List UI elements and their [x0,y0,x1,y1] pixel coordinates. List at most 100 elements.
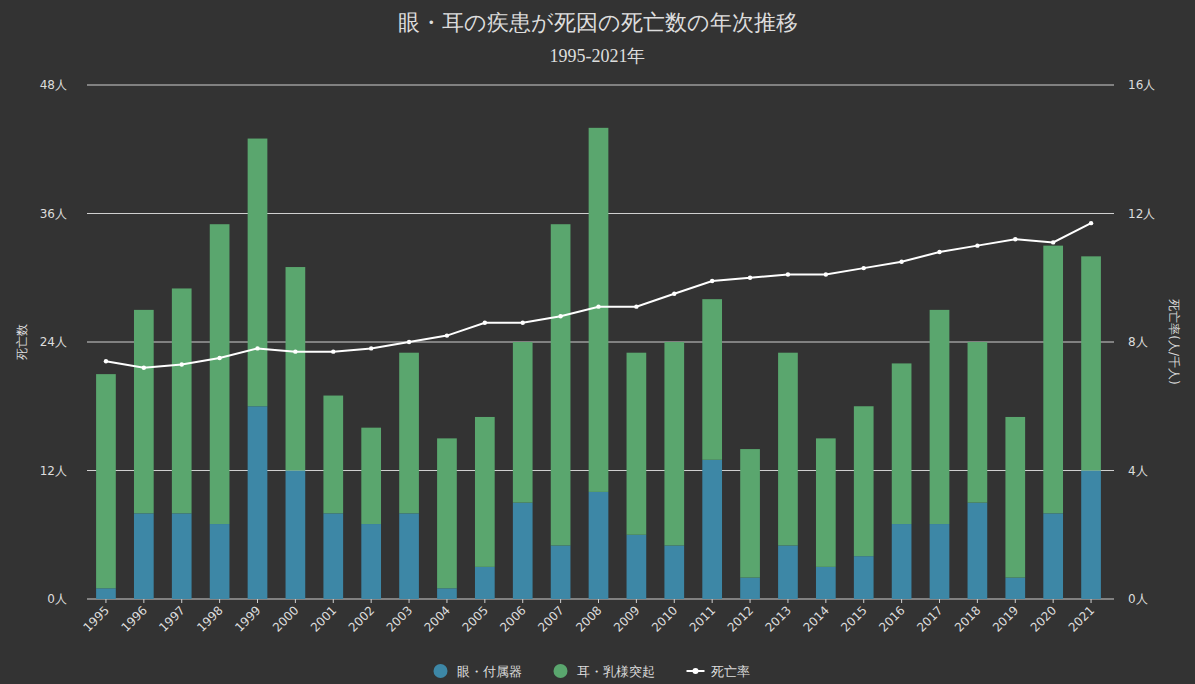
bar [816,567,836,599]
x-tick-label: 2014 [800,603,831,634]
bar [702,299,722,460]
x-tick-label: 2021 [1066,603,1097,634]
x-tick [181,599,182,603]
bar [134,513,154,599]
legend-symbol [693,668,699,674]
x-tick-label: 1996 [118,603,149,634]
x-tick [712,599,713,603]
line-point [899,259,903,263]
x-tick-label: 2007 [535,603,566,634]
bar [248,406,268,599]
x-tick-label: 2017 [914,603,945,634]
legend-symbol [554,664,568,678]
x-tick [901,599,902,603]
x-tick-label: 2018 [952,603,983,634]
bar [740,578,760,599]
x-tick [484,599,485,603]
bar [551,545,571,599]
y2-tick-label: 0人 [1128,592,1148,606]
bar [778,353,798,546]
line-point [180,362,184,366]
y2-tick [1110,342,1114,343]
bar [930,310,950,524]
bar [1005,578,1025,599]
bar [1081,471,1101,600]
bar [892,363,912,524]
x-tick-label: 2000 [270,603,301,634]
line-point [748,276,752,280]
line-point [1089,221,1093,225]
bar [892,524,912,599]
y2-tick-label: 16人 [1128,78,1155,92]
bar [286,471,306,600]
x-tick [939,599,940,603]
line-point [710,279,714,283]
x-tick [409,599,410,603]
legend: 眼・付属器耳・乳様突起死亡率 [434,664,750,679]
line-point [142,366,146,370]
line-point [369,346,373,350]
x-tick [105,599,106,603]
line-point [634,304,638,308]
y-tick-label: 12人 [40,464,67,478]
title: 眼・耳の疾患が死因の死亡数の年次推移 [398,10,798,35]
line-point [862,266,866,270]
line-point [558,314,562,318]
line-point [596,304,600,308]
line-point [331,349,335,353]
bar [475,567,495,599]
x-tick [1091,599,1092,603]
x-tick [1053,599,1054,603]
grid-line [87,85,1110,86]
line-point [445,333,449,337]
line-point [1013,237,1017,241]
bar [664,342,684,545]
bar [702,460,722,599]
line-point [104,359,108,363]
bar [437,588,457,599]
bar [210,524,230,599]
bar [740,449,760,578]
x-tick-label: 2006 [497,603,528,634]
x-tick [674,599,675,603]
bar [968,503,988,599]
x-tick-label: 2012 [725,603,756,634]
x-tick-label: 2020 [1028,603,1059,634]
bar [1043,513,1063,599]
x-tick-label: 2005 [459,603,490,634]
chart: 眼・耳の疾患が死因の死亡数の年次推移1995-2021年0人12人24人36人4… [0,0,1195,684]
bar [664,545,684,599]
line-point [786,272,790,276]
x-tick-label: 1998 [194,603,225,634]
bar [96,374,116,588]
bar [589,492,609,599]
y-axis-label: 死亡数 [15,324,29,360]
bar [930,524,950,599]
bar [361,428,381,524]
bar [513,342,533,503]
x-tick [143,599,144,603]
x-tick-label: 2013 [763,603,794,634]
line-point [1051,240,1055,244]
x-tick [636,599,637,603]
x-tick [295,599,296,603]
bar [248,139,268,407]
y2-tick-label: 4人 [1128,464,1148,478]
bar [286,267,306,470]
y2-tick [1110,85,1114,86]
bar [210,224,230,524]
legend-symbol [434,664,448,678]
bar [437,438,457,588]
bar [172,513,192,599]
legend-label: 耳・乳様突起 [577,664,655,679]
x-tick [863,599,864,603]
bar [323,513,343,599]
line-point [293,349,297,353]
x-tick [787,599,788,603]
bar [96,588,116,599]
line-point [824,272,828,276]
line-point [483,321,487,325]
line-point [672,292,676,296]
x-tick [371,599,372,603]
bar [778,545,798,599]
